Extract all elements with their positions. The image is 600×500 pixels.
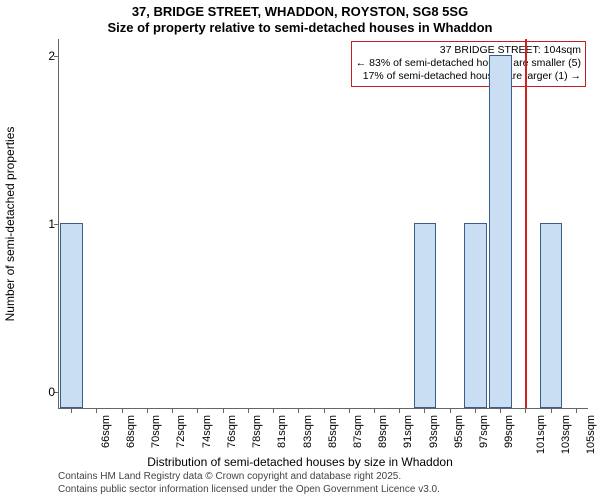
x-tick-mark [298, 408, 299, 413]
x-tick-label: 97sqm [478, 415, 490, 448]
x-tick-mark [273, 408, 274, 413]
x-tick-label: 99sqm [503, 415, 515, 448]
x-tick-label: 95sqm [453, 415, 465, 448]
x-tick-mark [399, 408, 400, 413]
x-tick-label: 66sqm [100, 415, 112, 448]
x-tick-mark [96, 408, 97, 413]
chart-title-main: 37, BRIDGE STREET, WHADDON, ROYSTON, SG8… [0, 0, 600, 20]
histogram-bar [464, 223, 487, 408]
histogram-bar [489, 55, 512, 408]
x-tick-label: 78sqm [251, 415, 263, 448]
x-tick-mark [71, 408, 72, 413]
x-tick-mark [349, 408, 350, 413]
x-tick-label: 72sqm [175, 415, 187, 448]
x-tick-mark [248, 408, 249, 413]
x-tick-label: 74sqm [201, 415, 213, 448]
y-axis-label: Number of semi-detached properties [3, 127, 17, 322]
callout-box: 37 BRIDGE STREET: 104sqm ← 83% of semi-d… [351, 41, 586, 86]
x-tick-mark [172, 408, 173, 413]
callout-line-3: 17% of semi-detached houses are larger (… [356, 70, 581, 83]
x-tick-label: 101sqm [535, 415, 547, 454]
callout-line-2: ← 83% of semi-detached houses are smalle… [356, 57, 581, 70]
x-tick-label: 85sqm [327, 415, 339, 448]
x-tick-mark [424, 408, 425, 413]
x-tick-label: 87sqm [352, 415, 364, 448]
x-tick-mark [122, 408, 123, 413]
x-tick-mark [475, 408, 476, 413]
x-tick-label: 83sqm [302, 415, 314, 448]
x-tick-mark [525, 408, 526, 413]
histogram-bar [414, 223, 437, 408]
x-tick-label: 93sqm [428, 415, 440, 448]
x-tick-mark [500, 408, 501, 413]
x-tick-mark [197, 408, 198, 413]
x-tick-mark [223, 408, 224, 413]
footer-line-2: Contains public sector information licen… [58, 484, 600, 497]
x-tick-mark [324, 408, 325, 413]
chart-title-sub: Size of property relative to semi-detach… [0, 20, 600, 36]
x-tick-mark [576, 408, 577, 413]
x-tick-label: 70sqm [150, 415, 162, 448]
footer-line-1: Contains HM Land Registry data © Crown c… [58, 471, 600, 484]
property-marker-line [525, 39, 527, 408]
callout-line-1: 37 BRIDGE STREET: 104sqm [356, 44, 581, 57]
y-tick-label: 2 [31, 49, 55, 63]
x-tick-mark [450, 408, 451, 413]
x-tick-label: 68sqm [125, 415, 137, 448]
y-tick-label: 0 [31, 385, 55, 399]
x-axis-label: Distribution of semi-detached houses by … [0, 455, 600, 469]
x-tick-mark [551, 408, 552, 413]
x-tick-label: 103sqm [560, 415, 572, 454]
x-tick-mark [374, 408, 375, 413]
histogram-bar [60, 223, 83, 408]
histogram-bar [540, 223, 563, 408]
x-tick-label: 105sqm [585, 415, 597, 454]
x-tick-label: 76sqm [226, 415, 238, 448]
x-tick-label: 91sqm [403, 415, 415, 448]
x-tick-label: 81sqm [276, 415, 288, 448]
x-tick-label: 89sqm [377, 415, 389, 448]
x-tick-mark [147, 408, 148, 413]
chart-area: Number of semi-detached properties 37 BR… [58, 39, 588, 409]
y-tick-label: 1 [31, 217, 55, 231]
plot-area: 37 BRIDGE STREET: 104sqm ← 83% of semi-d… [58, 39, 588, 409]
